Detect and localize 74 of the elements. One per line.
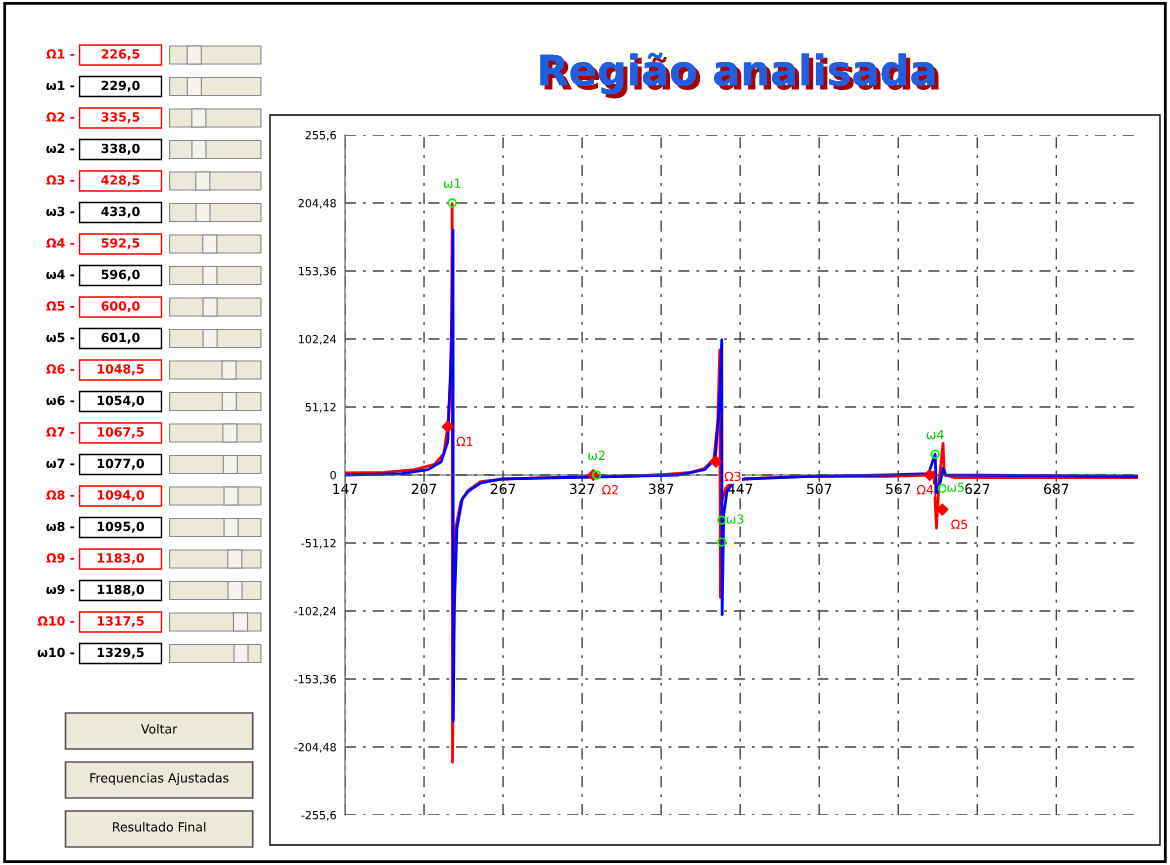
y-tick-label: 102,24 [299,334,337,345]
text: Frequencias Ajustadas [90,772,229,786]
data-label: 335,5 [101,112,140,124]
category-label: ω6 - [46,395,75,406]
category-label: ω9 - [46,584,75,595]
category-label: Ω10 - [37,616,75,626]
x-tick-label: 567 [886,483,911,495]
text: Resultado Final [113,821,206,832]
data-label: 1095,0 [97,521,145,533]
y-tick-label: 51,12 [305,402,336,413]
category-label: ω7 - [46,458,75,469]
data-label: 592,5 [101,238,140,250]
annotation: ω1 [443,178,461,189]
data-label: 338,0 [101,143,140,155]
x-tick-label: 147 [333,483,358,494]
y-tick-label: 204,48 [298,198,336,209]
y-tick-label: -204,48 [294,742,336,753]
data-label: 601,0 [101,332,140,344]
data-label: 229,0 [101,80,140,92]
y-tick-label: 0 [330,470,336,480]
y-tick-label: -255,6 [301,810,336,821]
data-label: 1094,0 [97,490,145,502]
category-label: Ω7 - [46,427,75,437]
category-label: Ω2 - [46,112,75,122]
annotation: Ω1 [456,436,473,446]
annotation: ω4 [926,430,944,440]
data-label: 1329,5 [97,647,144,659]
x-tick-label: 327 [569,483,595,495]
annotation: ω2 [588,450,605,461]
annotation: ω5 [947,482,964,492]
annotation: Ω3 [724,471,741,482]
data-label: 1317,5 [97,616,144,628]
y-tick-label: -51,12 [301,538,336,549]
category-label: Ω1 - [46,49,75,59]
data-label: 1067,5 [97,427,144,439]
category-label: ω3 - [46,206,75,217]
y-tick-label: -102,24 [294,606,337,617]
data-label: 600,0 [101,301,140,313]
x-tick-label: 687 [1044,483,1069,495]
annotation: ω3 [726,514,744,524]
category-label: ω8 - [46,521,75,532]
category-label: Ω6 - [46,364,75,374]
annotation: Ω4 [916,485,934,495]
category-label: Ω5 - [46,301,75,311]
x-tick-label: 267 [490,483,516,495]
x-tick-label: 507 [807,483,832,495]
category-label: ω10 - [37,647,75,658]
x-tick-label: 207 [411,483,437,495]
data-label: 596,0 [101,269,140,281]
y-tick-label: 153,36 [299,266,336,277]
category-label: ω2 - [46,143,75,154]
data-label: 428,5 [101,175,140,187]
chart-title: Região analisada [540,52,939,99]
category-label: Ω4 - [46,238,75,248]
category-label: ω5 - [46,332,75,343]
x-tick-label: 387 [648,483,674,495]
category-label: Ω8 - [46,490,75,500]
annotation: Ω2 [602,484,618,495]
data-label: 1054,0 [97,395,145,407]
x-tick-label: 627 [965,483,990,495]
data-label: 1048,5 [97,364,144,376]
data-label: 1188,0 [97,584,145,596]
annotation: Ω5 [951,519,968,529]
category-label: Ω9 - [46,553,75,563]
data-label: 1077,0 [97,458,145,470]
data-label: 433,0 [101,206,140,218]
y-tick-label: 255,6 [305,130,336,141]
category-label: ω1 - [46,80,75,91]
data-label: 1183,0 [97,553,145,565]
category-label: ω4 - [46,269,75,280]
category-label: Ω3 - [46,175,75,185]
y-tick-label: -153,36 [294,674,336,685]
data-label: 226,5 [101,49,140,61]
text: Voltar [141,723,178,734]
